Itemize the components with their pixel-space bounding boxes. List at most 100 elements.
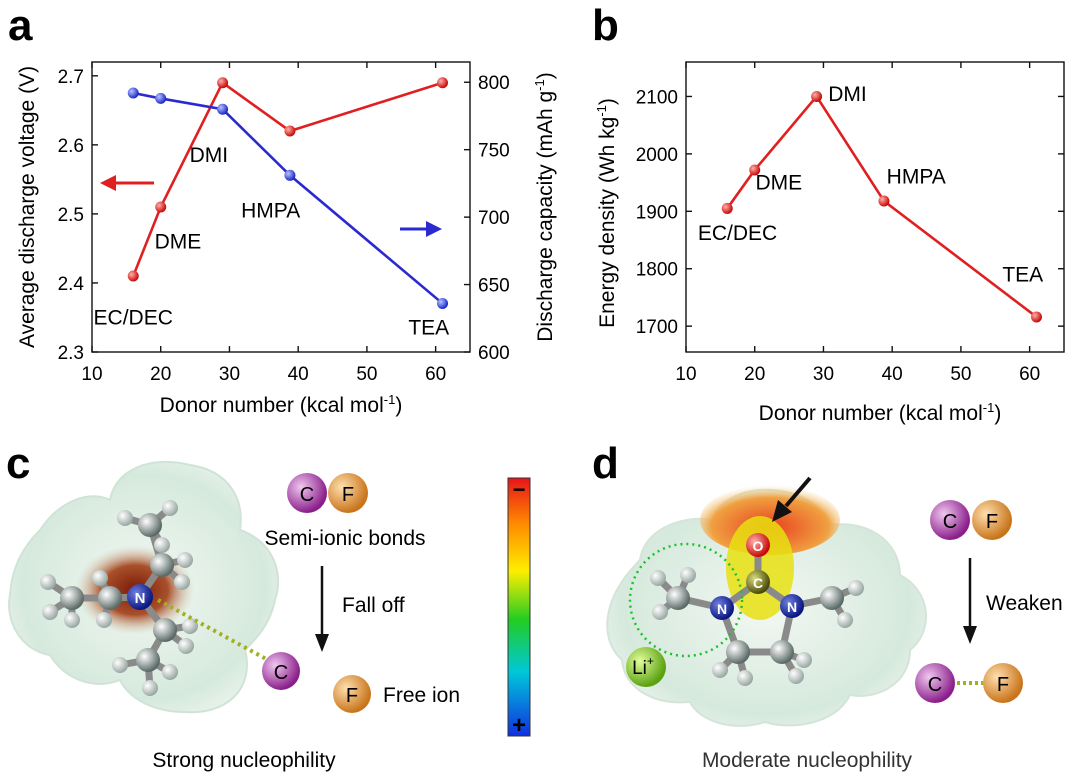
data-point xyxy=(811,90,823,102)
tea-hydrogen-atoms xyxy=(40,500,198,696)
chart-b-ylabel-main: Energy density (Wh kg xyxy=(596,117,619,328)
carbonyl-pointer-arrowhead xyxy=(772,500,792,522)
point-annotation: HMPA xyxy=(887,166,946,189)
panel-d-caption: Moderate nucleophility xyxy=(702,749,913,772)
carbon-ion-label-c: C xyxy=(274,662,288,684)
point-annotation: EC/DEC xyxy=(94,306,173,329)
x-tick-label: 20 xyxy=(150,364,171,385)
data-point xyxy=(155,92,167,104)
y-tick-label: 1900 xyxy=(636,202,678,223)
scale-plus-label: + xyxy=(512,712,526,739)
y-tick-label: 2.4 xyxy=(58,274,85,295)
data-point xyxy=(127,87,139,99)
chart-a: 10 20 30 40 50 60 2.3 2.4 2.5 2.6 2.7 600 650 700 75… xyxy=(16,61,557,417)
y2-tick-label: 650 xyxy=(478,276,510,297)
data-point xyxy=(155,201,167,213)
nitrogen-right-label: N xyxy=(787,599,797,615)
nitrogen-left-label: N xyxy=(717,601,727,617)
y-tick-label: 2.5 xyxy=(58,205,84,226)
y-tick-label: 1800 xyxy=(636,260,678,281)
lithium-ion xyxy=(626,647,666,687)
x-tick-label: 60 xyxy=(1019,364,1040,385)
series-line-0 xyxy=(726,94,1038,319)
series-line-1 xyxy=(132,91,444,305)
data-point xyxy=(284,169,296,181)
x-tick-label: 50 xyxy=(356,364,377,385)
data-point xyxy=(127,270,139,282)
point-annotation: TEA xyxy=(408,317,449,340)
point-annotation: TEA xyxy=(1002,263,1043,286)
point-annotation: DME xyxy=(155,230,202,253)
lithium-charge: + xyxy=(647,654,654,668)
nitrogen-label-c: N xyxy=(135,590,146,607)
semi-ionic-label: Semi-ionic bonds xyxy=(264,527,425,550)
nitrogen-atom-c xyxy=(127,584,153,610)
chart-a-y2label-sup: -1 xyxy=(532,79,547,91)
y-tick-label: 1700 xyxy=(636,317,678,338)
y2-tick-label: 750 xyxy=(478,141,510,162)
chart-b-ylabel: Energy density (Wh kg-1) xyxy=(594,98,619,328)
x-tick-label: 10 xyxy=(675,364,696,385)
chart-a-y2label-end: ) xyxy=(534,72,557,79)
dmi-hydrogen-atoms xyxy=(650,567,864,686)
tea-carbon-atoms xyxy=(60,513,177,672)
fall-off-arrowhead xyxy=(315,634,329,652)
scale-minus-label: − xyxy=(513,477,526,502)
point-annotation: DMI xyxy=(828,83,867,106)
bonded-f-label-d: F xyxy=(986,511,998,533)
weak-f-label-d: F xyxy=(997,674,1009,696)
panel-label-d: d xyxy=(592,439,619,488)
x-tick-label: 20 xyxy=(744,364,765,385)
chart-b: 10 20 30 40 50 60 1700 1800 1900 2000 2100 EC/DEC… xyxy=(594,61,1065,425)
panel-d-illustration: O C N N Li+ C F Weaken C F Moderate nucl… xyxy=(606,476,1063,772)
panel-c-caption: Strong nucleophility xyxy=(152,749,336,772)
data-point xyxy=(217,103,229,115)
x-tick-label: 10 xyxy=(81,364,102,385)
bonded-c-label-d: C xyxy=(943,511,957,533)
data-point xyxy=(749,164,761,176)
panel-c-illustration: N C C F Semi-ionic bonds Fall off F Free… xyxy=(8,460,531,772)
semi-ionic-f-label: F xyxy=(342,484,354,506)
y-tick-label: 2.7 xyxy=(58,67,84,88)
carbonyl-carbon-label: C xyxy=(753,575,763,591)
semi-ionic-c-label: C xyxy=(300,484,314,506)
nitrogen-atom-right xyxy=(780,594,804,618)
panel-label-b: b xyxy=(592,1,619,50)
data-point xyxy=(878,195,890,207)
free-f-ion xyxy=(333,675,371,713)
chart-b-xlabel-main: Donor number (kcal mol xyxy=(759,402,983,425)
weaken-label: Weaken xyxy=(986,592,1063,615)
weaken-arrowhead xyxy=(963,626,977,644)
x-tick-label: 50 xyxy=(950,364,971,385)
lithium-symbol: Li xyxy=(632,658,647,679)
x-tick-label: 60 xyxy=(425,364,446,385)
point-annotation: DMI xyxy=(190,144,229,167)
fall-off-label: Fall off xyxy=(342,594,405,617)
point-annotation: DME xyxy=(755,171,802,194)
chart-a-xlabel: Donor number (kcal mol-1) xyxy=(160,392,403,417)
left-axis-arrowhead xyxy=(100,175,116,191)
potential-color-scale xyxy=(507,477,531,737)
x-tick-label: 30 xyxy=(219,364,240,385)
y-tick-label: 2.6 xyxy=(58,136,84,157)
chart-b-ylabel-end: ) xyxy=(596,98,619,105)
data-point xyxy=(721,202,733,214)
chart-b-ylabel-sup: -1 xyxy=(594,105,609,117)
chart-b-xlabel-end: ) xyxy=(994,402,1001,425)
y2-tick-label: 600 xyxy=(478,343,510,364)
data-point xyxy=(1031,311,1043,323)
y2-tick-label: 700 xyxy=(478,208,510,229)
bonded-c-atom-d xyxy=(930,500,970,540)
data-point xyxy=(437,297,449,309)
point-annotation: EC/DEC xyxy=(698,222,777,245)
weak-f-atom-d xyxy=(983,663,1023,703)
y2-tick-label: 800 xyxy=(478,73,510,94)
right-axis-arrowhead xyxy=(426,221,442,237)
semi-ionic-c-atom xyxy=(287,473,327,513)
weak-c-label-d: C xyxy=(928,674,942,696)
chart-a-xlabel-main: Donor number (kcal mol xyxy=(160,394,384,417)
point-annotation: HMPA xyxy=(241,199,300,222)
x-tick-label: 40 xyxy=(882,364,903,385)
chart-a-ylabel: Average discharge voltage (V) xyxy=(16,66,39,348)
y-tick-label: 2100 xyxy=(636,87,678,108)
